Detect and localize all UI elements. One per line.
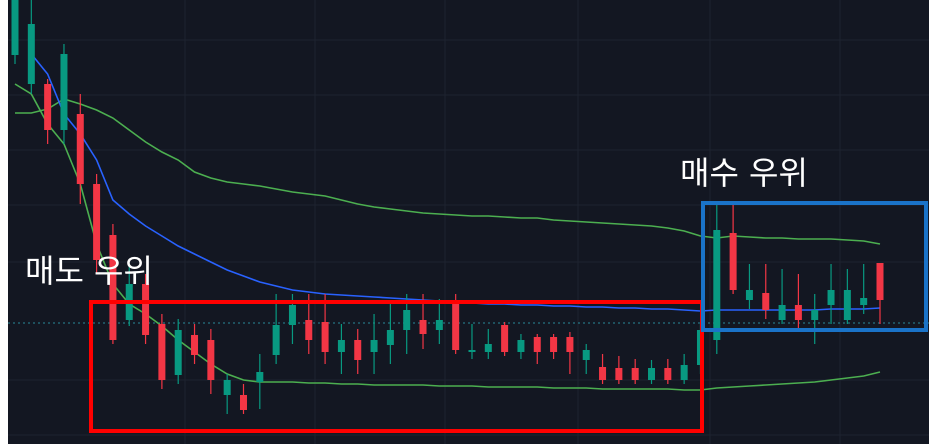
- candle-body: [664, 368, 672, 380]
- candle-body: [386, 330, 394, 345]
- candle-body: [158, 324, 166, 380]
- candle-body: [566, 337, 574, 352]
- candle-body: [321, 322, 329, 352]
- candle-body: [452, 300, 460, 350]
- candle-body: [337, 340, 345, 352]
- candle-body: [288, 305, 296, 325]
- candle-body: [354, 340, 362, 360]
- candle-body: [191, 335, 199, 355]
- candle-body: [239, 395, 247, 410]
- candle-body: [615, 368, 623, 380]
- candle-body: [435, 320, 443, 330]
- sell-box: [89, 300, 704, 433]
- candle-body: [713, 230, 721, 340]
- candle-body: [631, 368, 639, 380]
- annotation: 매수 우위: [680, 154, 808, 192]
- candle-body: [860, 298, 868, 305]
- candle-body: [403, 310, 411, 330]
- candle-body: [484, 344, 492, 352]
- candle-body: [223, 380, 231, 395]
- candle-body: [778, 305, 786, 320]
- candle-body: [370, 340, 378, 352]
- candle-body: [762, 293, 770, 310]
- candle-body: [794, 305, 802, 320]
- candle-body: [729, 233, 737, 290]
- candle-body: [44, 84, 52, 130]
- candle-body: [419, 320, 427, 334]
- candle-body: [142, 284, 150, 335]
- candle-body: [811, 310, 819, 320]
- candle-body: [827, 290, 835, 305]
- candle-body: [174, 330, 182, 375]
- candle-body: [517, 340, 525, 352]
- candle-body: [680, 365, 688, 380]
- candle-body: [745, 290, 753, 300]
- candle-body: [76, 114, 84, 184]
- candle-body: [11, 0, 19, 55]
- candle-body: [582, 350, 590, 360]
- candle-body: [876, 263, 884, 300]
- candle-body: [256, 372, 264, 382]
- candle-body: [648, 368, 656, 380]
- candle-body: [60, 54, 68, 130]
- candle-body: [599, 367, 607, 380]
- candle-body: [468, 350, 476, 352]
- candle-body: [533, 337, 541, 352]
- candle-body: [843, 290, 851, 320]
- candle-body: [207, 340, 215, 380]
- candle-body: [550, 337, 558, 352]
- candle-body: [272, 325, 280, 355]
- background: [8, 0, 929, 444]
- candle-body: [93, 184, 101, 260]
- annotation: 매도 우위: [25, 252, 153, 290]
- buy-box: [701, 201, 928, 332]
- candle-body: [501, 325, 509, 352]
- candle-body: [109, 235, 117, 340]
- candle-body: [27, 24, 35, 84]
- candle-body: [305, 320, 313, 340]
